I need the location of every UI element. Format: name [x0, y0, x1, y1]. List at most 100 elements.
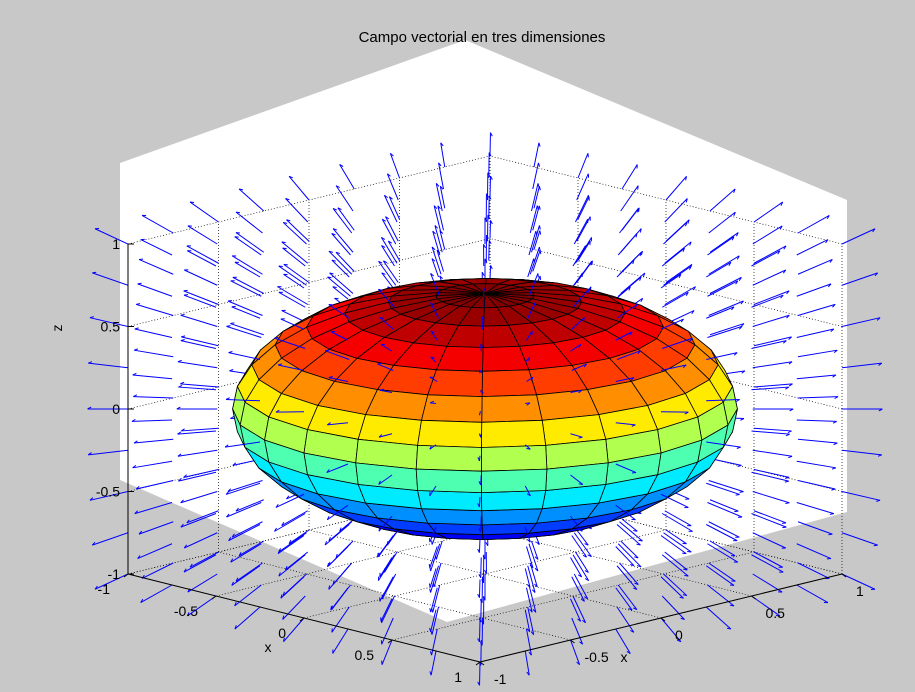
vector-arrowhead	[642, 272, 646, 277]
vector-arrow	[488, 240, 490, 261]
vector-arrow	[527, 302, 536, 319]
vector-arrow	[232, 276, 264, 294]
vector-arrowhead	[528, 357, 531, 362]
vector-arrow	[752, 225, 783, 245]
vector-arrowhead	[729, 604, 735, 607]
z-tick-label: 1	[112, 236, 120, 252]
vector-arrowhead	[481, 316, 485, 321]
vector-arrowhead	[531, 589, 536, 593]
vector-arrowhead	[477, 503, 480, 508]
vector-arrowhead	[431, 258, 436, 262]
vector-arrow	[660, 617, 682, 642]
vector-arrow	[576, 216, 591, 242]
vector-arrow	[709, 499, 739, 512]
vector-arrow	[92, 532, 129, 546]
vector-arrow	[288, 176, 310, 201]
vector-arrow	[753, 510, 787, 524]
vector-arrowhead	[235, 507, 239, 512]
vector-arrowhead	[277, 549, 281, 554]
vector-arrow	[327, 504, 349, 521]
vector-arrowhead	[131, 418, 136, 422]
vector-arrowhead	[536, 541, 540, 545]
vector-arrowhead	[787, 430, 792, 434]
vector-arrow	[435, 540, 443, 560]
vector-arrow	[570, 389, 582, 393]
vector-arrow	[531, 183, 539, 212]
vector-arrow	[330, 331, 349, 341]
vector-arrowhead	[634, 556, 639, 559]
vector-arrowhead	[479, 641, 483, 646]
y-tick	[479, 661, 485, 666]
vector-arrowhead	[578, 344, 582, 349]
vector-arrow	[379, 317, 394, 330]
vector-arrow	[753, 383, 793, 388]
vector-arrow	[660, 535, 687, 555]
vector-arrow	[235, 562, 263, 582]
vector-arrow	[707, 543, 739, 563]
vector-arrow	[664, 198, 688, 223]
vector-arrowhead	[334, 297, 339, 300]
vector-arrow	[379, 557, 393, 578]
vector-arrow	[615, 463, 637, 473]
vector-arrow	[138, 259, 174, 275]
vector-arrow	[571, 535, 588, 558]
vector-arrow	[577, 153, 589, 179]
vector-arrowhead	[832, 420, 837, 424]
vector-arrow	[662, 291, 689, 308]
vector-arrow	[381, 573, 397, 600]
vector-arrowhead	[639, 228, 642, 233]
vector-arrowhead	[788, 336, 792, 340]
vector-arrowhead	[638, 207, 640, 212]
vector-arrow	[660, 493, 689, 508]
vector-arrowhead	[277, 363, 283, 366]
vector-arrow	[332, 286, 349, 300]
vector-arrow	[575, 195, 589, 223]
vector-arrowhead	[332, 207, 337, 211]
vector-arrowhead	[480, 389, 484, 394]
vector-arrowhead	[631, 518, 636, 521]
vector-arrow	[381, 639, 393, 665]
vector-arrowhead	[832, 304, 836, 308]
vector-arrowhead	[285, 198, 290, 201]
vector-arrowhead	[283, 637, 285, 642]
vector-arrow	[231, 521, 263, 538]
vector-arrow	[378, 433, 393, 438]
surface-patch	[481, 369, 538, 398]
vector-arrow	[186, 245, 219, 264]
vector-arrow	[660, 318, 684, 330]
vector-arrow	[328, 304, 350, 319]
vector-arrowhead	[731, 306, 735, 311]
vector-arrow	[526, 546, 534, 568]
vector-arrow	[282, 247, 306, 267]
vector-arrow	[238, 188, 265, 212]
vector-arrow	[751, 513, 787, 528]
vector-arrowhead	[736, 232, 739, 237]
vector-arrow	[88, 362, 129, 369]
vector-arrow	[751, 294, 784, 308]
vector-arrowhead	[180, 499, 184, 504]
vector-arrowhead	[781, 522, 787, 524]
vector-arrow	[94, 573, 129, 590]
y-tick-label: 0.5	[766, 605, 786, 621]
vector-arrowhead	[584, 578, 589, 582]
vector-arrowhead	[183, 294, 189, 296]
vector-arrowhead	[582, 619, 586, 624]
vector-arrow	[281, 510, 308, 527]
x-tick	[475, 661, 481, 666]
vector-arrowhead	[429, 400, 435, 404]
vector-arrow	[429, 527, 437, 543]
vector-arrow	[278, 291, 306, 308]
vector-arrow	[620, 185, 639, 212]
vector-arrowhead	[689, 337, 693, 342]
x-tick	[387, 639, 393, 644]
vector-arrowhead	[683, 568, 688, 571]
vector-arrowhead	[178, 384, 183, 388]
vector-arrow	[235, 232, 265, 253]
vector-arrow	[528, 584, 537, 613]
vector-arrow	[752, 269, 786, 286]
vector-arrowhead	[186, 519, 190, 524]
vector-arrow	[575, 551, 589, 573]
vector-arrowhead	[183, 289, 188, 292]
vector-arrowhead	[326, 469, 330, 473]
vector-arrowhead	[477, 457, 480, 462]
